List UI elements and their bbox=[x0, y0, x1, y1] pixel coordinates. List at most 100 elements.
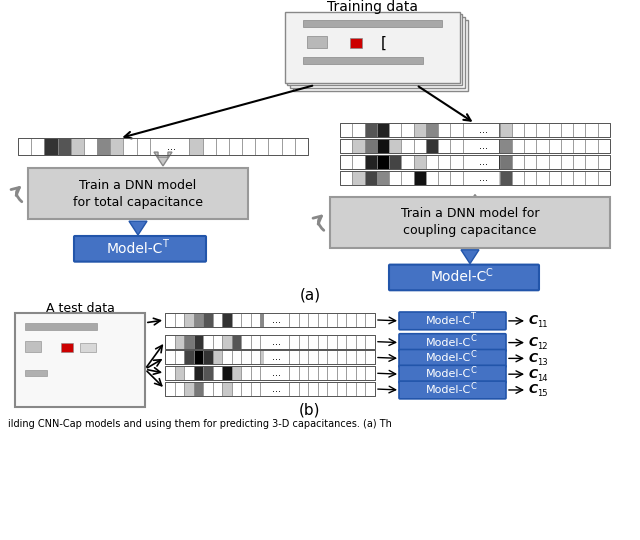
Bar bbox=[175, 313, 184, 327]
Bar bbox=[289, 313, 299, 327]
Bar bbox=[451, 139, 463, 153]
Bar bbox=[340, 139, 610, 153]
Text: ...: ... bbox=[272, 353, 281, 362]
Bar bbox=[232, 366, 241, 380]
Bar bbox=[536, 171, 548, 185]
Bar bbox=[536, 155, 548, 169]
FancyArrow shape bbox=[154, 152, 172, 166]
Bar bbox=[241, 382, 251, 396]
Text: Model-C: Model-C bbox=[426, 338, 471, 348]
Bar bbox=[340, 124, 352, 137]
Bar bbox=[377, 171, 389, 185]
Bar bbox=[289, 335, 299, 348]
Bar bbox=[317, 335, 327, 348]
Bar bbox=[203, 366, 212, 380]
Bar bbox=[303, 57, 423, 64]
Bar bbox=[260, 350, 270, 365]
Bar bbox=[573, 124, 586, 137]
FancyArrow shape bbox=[129, 221, 147, 235]
Bar bbox=[327, 350, 337, 365]
Bar bbox=[340, 155, 610, 169]
Bar bbox=[356, 366, 365, 380]
Bar bbox=[308, 366, 317, 380]
Bar bbox=[222, 350, 232, 365]
Bar bbox=[216, 138, 229, 155]
FancyArrow shape bbox=[466, 194, 484, 208]
Bar bbox=[337, 382, 346, 396]
Bar bbox=[463, 171, 475, 185]
Bar bbox=[251, 366, 260, 380]
Bar bbox=[280, 350, 289, 365]
Bar bbox=[241, 335, 251, 348]
Bar bbox=[487, 124, 500, 137]
Bar bbox=[365, 171, 377, 185]
Bar bbox=[524, 171, 536, 185]
Bar bbox=[124, 138, 136, 155]
Text: ...: ... bbox=[272, 336, 281, 347]
Bar bbox=[175, 366, 184, 380]
Text: 12: 12 bbox=[537, 342, 547, 351]
Bar bbox=[307, 36, 327, 49]
Bar bbox=[337, 366, 346, 380]
Text: ilding CNN-Cap models and using them for predicting 3-D capacitances. (a) Th: ilding CNN-Cap models and using them for… bbox=[8, 418, 392, 429]
Bar bbox=[289, 350, 299, 365]
FancyBboxPatch shape bbox=[74, 236, 206, 262]
Bar bbox=[561, 171, 573, 185]
Bar bbox=[413, 124, 426, 137]
Bar bbox=[350, 38, 362, 49]
Bar bbox=[346, 335, 356, 348]
Bar bbox=[365, 124, 377, 137]
Bar bbox=[475, 155, 487, 169]
Text: ...: ... bbox=[272, 368, 281, 378]
Bar bbox=[165, 335, 375, 348]
Bar bbox=[25, 323, 97, 330]
Bar bbox=[586, 139, 598, 153]
Bar bbox=[165, 313, 375, 327]
Bar bbox=[352, 155, 365, 169]
Bar bbox=[401, 124, 413, 137]
Bar bbox=[356, 350, 365, 365]
Bar bbox=[212, 313, 222, 327]
Bar bbox=[15, 313, 145, 407]
Bar bbox=[467, 124, 499, 137]
Bar bbox=[451, 171, 463, 185]
Bar bbox=[251, 350, 260, 365]
Bar bbox=[290, 17, 465, 88]
Bar bbox=[413, 139, 426, 153]
FancyArrow shape bbox=[461, 250, 479, 264]
Bar bbox=[287, 14, 462, 85]
Bar bbox=[299, 382, 308, 396]
Bar bbox=[212, 382, 222, 396]
Bar bbox=[389, 124, 401, 137]
Bar bbox=[512, 124, 524, 137]
Text: Model-C: Model-C bbox=[107, 242, 163, 256]
Bar bbox=[110, 138, 124, 155]
Text: T: T bbox=[470, 313, 476, 321]
Text: ...: ... bbox=[272, 384, 281, 394]
Bar bbox=[58, 138, 71, 155]
Bar bbox=[289, 366, 299, 380]
Bar bbox=[500, 139, 512, 153]
Bar bbox=[548, 171, 561, 185]
Bar bbox=[270, 382, 280, 396]
Bar bbox=[251, 382, 260, 396]
Bar bbox=[212, 366, 222, 380]
Bar bbox=[264, 313, 289, 327]
Bar bbox=[548, 124, 561, 137]
FancyBboxPatch shape bbox=[399, 349, 506, 367]
Bar bbox=[175, 350, 184, 365]
Bar bbox=[260, 382, 270, 396]
Bar bbox=[365, 350, 375, 365]
Text: Train a DNN model for
coupling capacitance: Train a DNN model for coupling capacitan… bbox=[401, 207, 540, 237]
Bar bbox=[330, 197, 610, 248]
FancyBboxPatch shape bbox=[399, 381, 506, 399]
Bar bbox=[346, 382, 356, 396]
Bar bbox=[389, 171, 401, 185]
Text: 13: 13 bbox=[537, 358, 548, 367]
Bar bbox=[212, 335, 222, 348]
Bar bbox=[389, 139, 401, 153]
Text: Train a DNN model
for total capacitance: Train a DNN model for total capacitance bbox=[73, 179, 203, 208]
FancyBboxPatch shape bbox=[399, 365, 506, 383]
Bar bbox=[280, 313, 289, 327]
Bar bbox=[573, 139, 586, 153]
